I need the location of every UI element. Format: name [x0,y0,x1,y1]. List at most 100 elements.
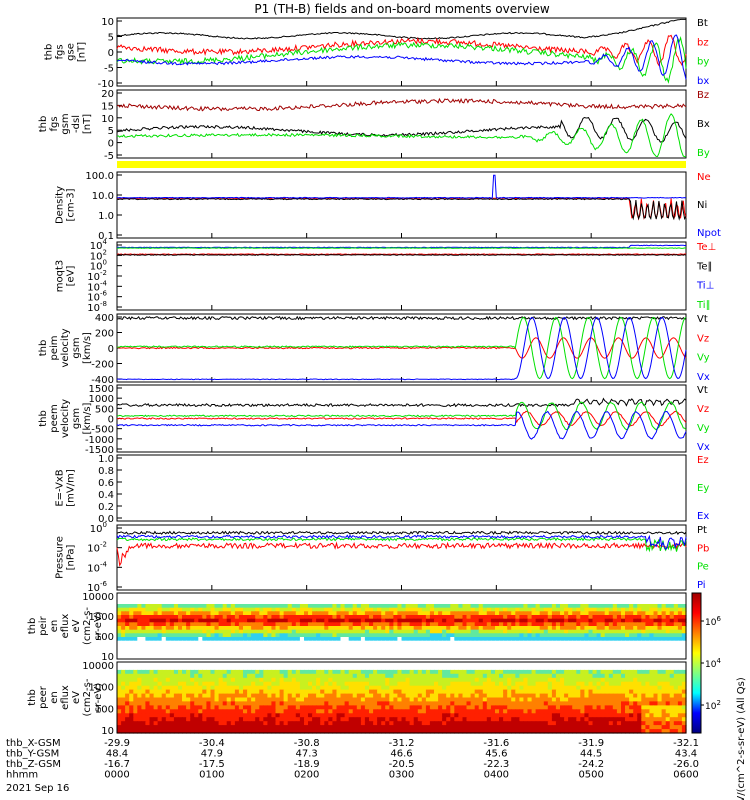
heatmap-cell [283,618,289,623]
heatmap-cell [153,633,159,638]
heatmap-cell [271,721,277,726]
heatmap-cell [450,717,455,722]
heatmap-cell [535,685,541,691]
heatmap-cell [681,629,687,634]
heatmap-cell [165,604,171,609]
heatmap-cell [527,693,533,699]
heatmap-cell [178,648,183,653]
heatmap-cell [429,693,435,699]
heatmap-cell [283,651,289,656]
heatmap-cell [259,626,264,631]
heatmap-cell [202,593,207,598]
heatmap-cell [352,593,358,598]
heatmap-cell [295,633,301,638]
heatmap-cell [458,640,464,645]
heatmap-cell [405,629,411,634]
heatmap-cell [308,637,313,642]
heatmap-cell [332,685,338,691]
heatmap-cell [669,681,675,687]
heatmap-cell [153,697,159,702]
heatmap-cell [369,651,374,656]
heatmap-cell [543,600,549,605]
heatmap-cell [527,611,533,616]
heatmap-cell [133,651,138,656]
heatmap-cell [629,713,634,718]
heatmap-cell [661,611,667,616]
heatmap-cell [234,633,240,638]
heatmap-cell [677,713,683,718]
y-tick-exponent: -6 [100,580,108,588]
heatmap-cell [669,693,675,699]
heatmap-cell [344,600,350,605]
heatmap-cell [299,629,305,634]
heatmap-cell [125,651,130,656]
heatmap-cell [527,655,533,660]
heatmap-cell [125,697,130,702]
heatmap-cell [267,673,273,679]
heatmap-cell [377,633,382,638]
heatmap-cell [308,629,313,634]
heatmap-cell [401,629,407,634]
heatmap-cell [381,673,386,679]
heatmap-cell [141,677,147,683]
heatmap-cell [539,709,545,714]
heatmap-cell [511,697,516,702]
heatmap-cell [308,697,313,702]
heatmap-cell [178,705,183,710]
heatmap-cell [543,689,549,695]
heatmap-cell [137,701,142,706]
heatmap-cell [669,633,675,638]
heatmap-cell [519,669,525,675]
heatmap-cell [564,709,569,714]
heatmap-cell [673,622,679,627]
heatmap-cell [608,662,614,667]
heatmap-cell [405,697,411,702]
heatmap-cell [157,705,163,710]
heatmap-cell [551,673,557,679]
heatmap-cell [247,644,252,649]
heatmap-cell [454,673,459,679]
heatmap-cell [169,633,175,638]
heatmap-cell [551,693,557,699]
heatmap-cell [482,681,488,687]
heatmap-cell [182,596,187,601]
heatmap-cell [450,669,455,675]
heatmap-cell [336,709,342,714]
heatmap-cell [324,689,329,695]
heatmap-cell [637,633,642,638]
heatmap-cell [336,622,342,627]
heatmap-cell [137,626,142,631]
heatmap-cell [198,615,203,620]
heatmap-cell [681,651,687,656]
heatmap-cell [332,669,338,675]
heatmap-cell [218,662,224,667]
heatmap-cell [425,629,431,634]
heatmap-cell [616,669,622,675]
heatmap-cell [169,685,175,691]
heatmap-cell [397,596,403,601]
heatmap-cell [434,626,439,631]
heatmap-cell [267,662,273,667]
heatmap-cell [466,662,472,667]
heatmap-cell [251,701,256,706]
heatmap-cell [247,701,252,706]
heatmap-cell [255,662,260,667]
y-tick-exponent: 2 [103,248,107,256]
heatmap-cell [324,648,329,653]
heatmap-cell [316,644,321,649]
heatmap-cell [450,615,455,620]
heatmap-cell [198,607,203,612]
heatmap-cell [385,701,390,706]
heatmap-cell [503,701,508,706]
heatmap-cell [369,596,374,601]
heatmap-cell [458,604,464,609]
heatmap-cell [169,721,175,726]
heatmap-cell [182,607,187,612]
heatmap-cell [279,651,285,656]
heatmap-cell [641,701,646,706]
heatmap-cell [267,626,273,631]
heatmap-cell [564,637,569,642]
heatmap-cell [373,626,378,631]
heatmap-cell [194,626,199,631]
heatmap-cell [247,596,252,601]
